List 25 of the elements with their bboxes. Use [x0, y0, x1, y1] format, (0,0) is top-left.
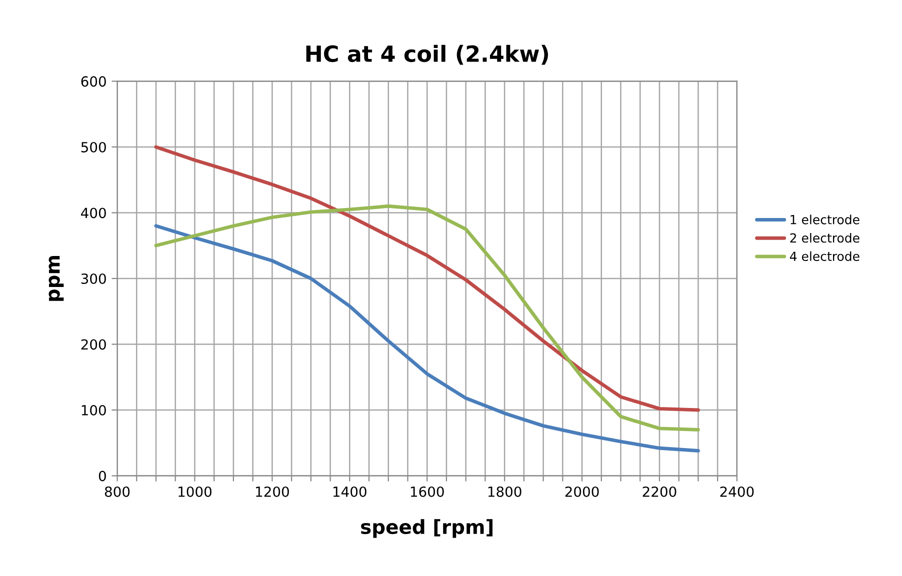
legend-label: 4 electrode	[790, 251, 860, 262]
x-tick-label: 2200	[642, 486, 676, 497]
line-series	[154, 145, 700, 412]
x-tick-label: 2400	[720, 486, 754, 497]
x-tick-label: 1000	[178, 486, 212, 497]
y-tick-label: 500	[81, 142, 106, 152]
y-tick-label: 200	[81, 339, 106, 350]
legend-label: 1 electrode	[790, 214, 860, 224]
legend-label: 2 electrode	[790, 232, 860, 243]
y-tick-label: 0	[98, 470, 106, 482]
y-tick-label: 300	[81, 273, 106, 284]
x-tick-label: 1400	[333, 486, 366, 497]
x-tick-label: 800	[104, 486, 130, 497]
y-tick-label: 100	[82, 404, 106, 416]
x-tick-label: 1200	[256, 486, 289, 497]
x-tick-label: 1800	[488, 486, 522, 497]
y-tick-label: 400	[81, 208, 106, 218]
x-tick-label: 2000	[565, 486, 599, 497]
y-axis-title: ppm	[48, 256, 64, 301]
line-series	[154, 224, 700, 453]
y-tick-label: 600	[81, 76, 106, 87]
x-tick-label: 1600	[410, 486, 444, 497]
chart-title: HC at 4 coil (2.4kw)	[306, 44, 548, 65]
x-axis-title: speed [rpm]	[361, 519, 492, 538]
line-series	[154, 204, 700, 432]
